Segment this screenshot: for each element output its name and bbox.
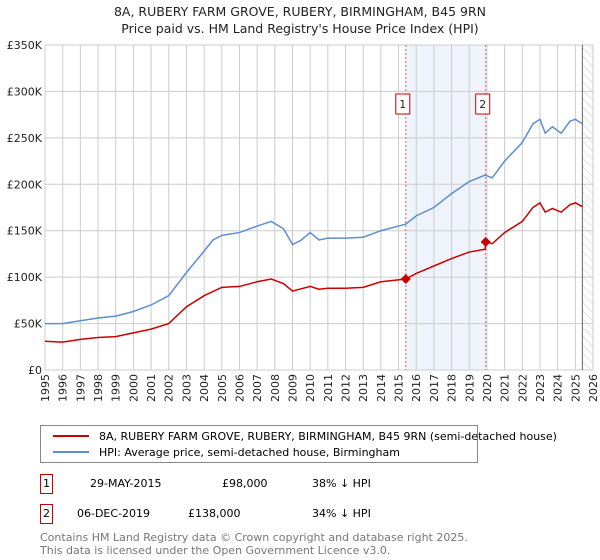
series-line — [44, 201, 583, 343]
y-tick-label: £350K — [7, 39, 43, 52]
x-tick-label: 2015 — [393, 374, 406, 402]
legend: 8A, RUBERY FARM GROVE, RUBERY, BIRMINGHA… — [40, 425, 557, 463]
chart-subtitle: Price paid vs. HM Land Registry's House … — [121, 21, 479, 36]
sale-point — [400, 274, 411, 284]
sale-point — [480, 236, 491, 247]
x-tick-label: 2007 — [251, 374, 264, 402]
x-tick-label: 2025 — [569, 374, 582, 402]
sale-row-2: 2 06-DEC-2019 £138,000 34% ↓ HPI — [40, 504, 600, 524]
y-tick-label: £0 — [28, 364, 42, 377]
y-tick-label: £250K — [7, 132, 43, 145]
x-tick-label: 2026 — [587, 374, 600, 402]
x-tick-label: 1996 — [57, 374, 70, 402]
y-tick-label: £300K — [7, 85, 43, 98]
x-tick-label: 2000 — [127, 374, 140, 402]
y-tick-label: £100K — [7, 271, 43, 284]
series-line — [45, 118, 583, 325]
sale-price: £138,000 — [188, 507, 241, 520]
footer-copyright: Contains HM Land Registry data © Crown c… — [40, 531, 468, 544]
x-tick-label: 2006 — [233, 374, 246, 402]
sale-date: 29-MAY-2015 — [90, 477, 162, 490]
x-tick-label: 2016 — [410, 374, 423, 402]
shaded-ownership-period — [405, 45, 486, 370]
x-tick-label: 1998 — [92, 374, 105, 402]
x-tick-label: 2012 — [340, 374, 353, 402]
x-tick-label: 2017 — [428, 374, 441, 402]
x-tick-label: 2005 — [216, 374, 229, 402]
sale-date: 06-DEC-2019 — [77, 507, 151, 520]
x-tick-label: 2010 — [304, 374, 317, 402]
annotation-label: 2 — [479, 98, 486, 111]
x-tick-label: 2020 — [481, 374, 494, 402]
x-tick-label: 2023 — [534, 374, 547, 402]
y-tick-label: £50K — [14, 318, 43, 331]
x-tick-label: 1995 — [39, 374, 52, 402]
x-tick-label: 2024 — [552, 374, 565, 402]
future-hatch — [582, 45, 593, 370]
legend-red-swatch — [53, 435, 89, 437]
x-tick-label: 2018 — [446, 374, 459, 402]
annotation-box — [475, 93, 491, 115]
legend-blue-swatch — [53, 451, 89, 453]
x-tick-label: 2021 — [499, 374, 512, 402]
legend-property: 8A, RUBERY FARM GROVE, RUBERY, BIRMINGHA… — [99, 429, 557, 443]
x-tick-label: 2009 — [286, 374, 299, 402]
x-tick-label: 2014 — [375, 374, 388, 402]
x-tick-label: 1999 — [110, 374, 123, 402]
annotation-label: 1 — [399, 98, 406, 111]
footer-licence: This data is licensed under the Open Gov… — [40, 544, 391, 557]
y-tick-label: £200K — [7, 178, 43, 191]
price-chart: 1995 1996 1997 1998 1999 2000 2001 2002 2003 2004… — [7, 39, 600, 402]
legend-hpi: HPI: Average price, semi-detached house,… — [99, 445, 400, 459]
sale-price: £98,000 — [222, 477, 268, 490]
x-tick-label: 2001 — [145, 374, 158, 402]
y-tick-label: £150K — [7, 225, 43, 238]
x-tick-label: 2011 — [322, 374, 335, 402]
x-tick-label: 2013 — [357, 374, 370, 402]
annotation-box — [395, 93, 411, 115]
sale-row-1: 1 29-MAY-2015 £98,000 38% ↓ HPI — [40, 474, 600, 494]
x-tick-label: 2008 — [269, 374, 282, 402]
x-tick-label: 2019 — [463, 374, 476, 402]
sale-hpi: 34% ↓ HPI — [312, 507, 371, 520]
sale-hpi: 38% ↓ HPI — [312, 477, 371, 490]
sale-marker-2: 2 — [40, 504, 53, 524]
x-tick-label: 2002 — [163, 374, 176, 402]
x-tick-label: 1997 — [74, 374, 87, 402]
x-tick-label: 2004 — [198, 374, 211, 402]
x-tick-label: 2003 — [180, 374, 193, 402]
sale-marker-1: 1 — [40, 474, 53, 494]
chart-title: 8A, RUBERY FARM GROVE, RUBERY, BIRMINGHA… — [113, 4, 487, 19]
x-tick-label: 2022 — [516, 374, 529, 402]
